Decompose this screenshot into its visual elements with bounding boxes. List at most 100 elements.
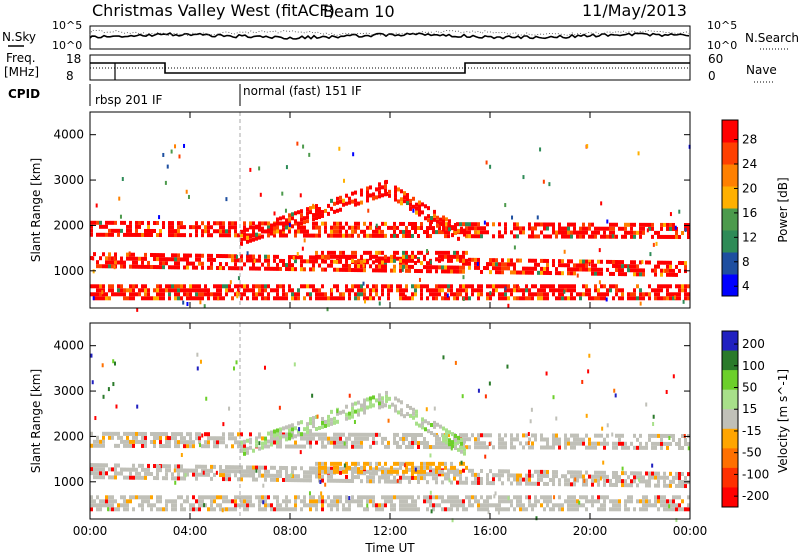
data-cell bbox=[442, 355, 445, 360]
data-cell bbox=[657, 260, 660, 265]
data-cell bbox=[279, 473, 282, 478]
data-cell bbox=[387, 440, 390, 445]
data-cell bbox=[480, 288, 483, 293]
data-cell bbox=[144, 264, 147, 269]
data-cell bbox=[363, 221, 366, 226]
data-cell bbox=[318, 292, 321, 297]
data-cell bbox=[306, 436, 309, 441]
data-cell bbox=[372, 440, 375, 445]
data-cell bbox=[255, 292, 258, 297]
data-cell bbox=[450, 269, 453, 274]
data-cell bbox=[666, 483, 669, 488]
data-cell bbox=[236, 291, 239, 296]
data-cell bbox=[375, 268, 378, 273]
data-cell bbox=[291, 255, 294, 260]
data-cell bbox=[135, 224, 138, 229]
data-cell bbox=[636, 296, 639, 301]
data-cell bbox=[417, 472, 420, 477]
data-cell bbox=[420, 284, 423, 289]
data-cell bbox=[447, 269, 450, 274]
data-cell bbox=[615, 445, 618, 450]
data-cell bbox=[156, 221, 159, 226]
data-cell bbox=[381, 260, 384, 265]
data-cell bbox=[290, 433, 293, 438]
data-cell bbox=[183, 472, 186, 477]
data-cell bbox=[279, 444, 282, 449]
data-cell bbox=[504, 286, 507, 291]
data-cell bbox=[405, 503, 408, 508]
data-cell bbox=[618, 226, 621, 231]
data-cell bbox=[246, 446, 249, 451]
data-cell bbox=[403, 199, 406, 204]
data-cell bbox=[537, 292, 540, 297]
data-cell bbox=[399, 292, 402, 297]
data-cell bbox=[621, 268, 624, 273]
data-cell bbox=[498, 262, 501, 267]
data-cell bbox=[673, 295, 676, 300]
data-cell bbox=[102, 443, 105, 448]
data-cell bbox=[603, 482, 606, 487]
data-cell bbox=[204, 432, 207, 437]
data-cell bbox=[480, 433, 483, 438]
data-cell bbox=[570, 296, 573, 301]
data-cell bbox=[678, 234, 681, 239]
data-cell bbox=[591, 263, 594, 268]
data-cell bbox=[372, 284, 375, 289]
data-cell bbox=[96, 467, 99, 472]
data-cell bbox=[296, 141, 299, 146]
data-cell bbox=[681, 231, 684, 236]
data-cell bbox=[645, 441, 648, 446]
data-cell bbox=[414, 229, 417, 234]
data-cell bbox=[381, 264, 384, 269]
data-cell bbox=[213, 296, 216, 301]
data-cell bbox=[672, 272, 675, 277]
data-cell bbox=[609, 222, 612, 227]
data-cell bbox=[594, 267, 597, 272]
data-cell bbox=[372, 260, 375, 265]
data-cell bbox=[603, 495, 606, 500]
data-cell bbox=[249, 469, 252, 474]
data-cell bbox=[540, 296, 543, 301]
data-cell bbox=[429, 461, 432, 466]
data-cell bbox=[189, 503, 192, 508]
data-cell bbox=[345, 499, 348, 504]
colorbar-tick-label: 12 bbox=[742, 230, 757, 244]
data-cell bbox=[649, 252, 652, 257]
data-cell bbox=[621, 296, 624, 301]
data-cell bbox=[315, 466, 318, 471]
data-cell bbox=[561, 234, 564, 239]
data-cell bbox=[409, 405, 412, 410]
data-cell bbox=[438, 469, 441, 474]
data-cell bbox=[672, 437, 675, 442]
data-cell bbox=[312, 436, 315, 441]
data-cell bbox=[666, 507, 669, 512]
data-cell bbox=[309, 474, 312, 479]
data-cell bbox=[129, 228, 132, 233]
data-cell bbox=[285, 478, 288, 483]
data-cell bbox=[311, 393, 314, 398]
data-cell bbox=[252, 221, 255, 226]
data-cell bbox=[621, 483, 624, 488]
data-cell bbox=[642, 503, 645, 508]
data-cell bbox=[129, 284, 132, 289]
data-cell bbox=[477, 507, 480, 512]
data-cell bbox=[600, 267, 603, 272]
data-cell bbox=[168, 464, 171, 469]
data-cell bbox=[168, 296, 171, 301]
data-cell bbox=[553, 495, 556, 500]
data-cell bbox=[672, 507, 675, 512]
data-cell bbox=[159, 292, 162, 297]
data-cell bbox=[641, 259, 644, 264]
data-cell bbox=[300, 436, 303, 441]
data-cell bbox=[615, 264, 618, 269]
data-cell bbox=[363, 410, 366, 415]
data-cell bbox=[555, 503, 558, 508]
data-cell bbox=[258, 233, 261, 238]
data-cell bbox=[291, 507, 294, 512]
data-cell bbox=[454, 230, 457, 235]
data-cell bbox=[543, 296, 546, 301]
data-cell bbox=[597, 288, 600, 293]
data-cell bbox=[444, 472, 447, 477]
data-cell bbox=[252, 503, 255, 508]
data-cell bbox=[315, 503, 318, 508]
